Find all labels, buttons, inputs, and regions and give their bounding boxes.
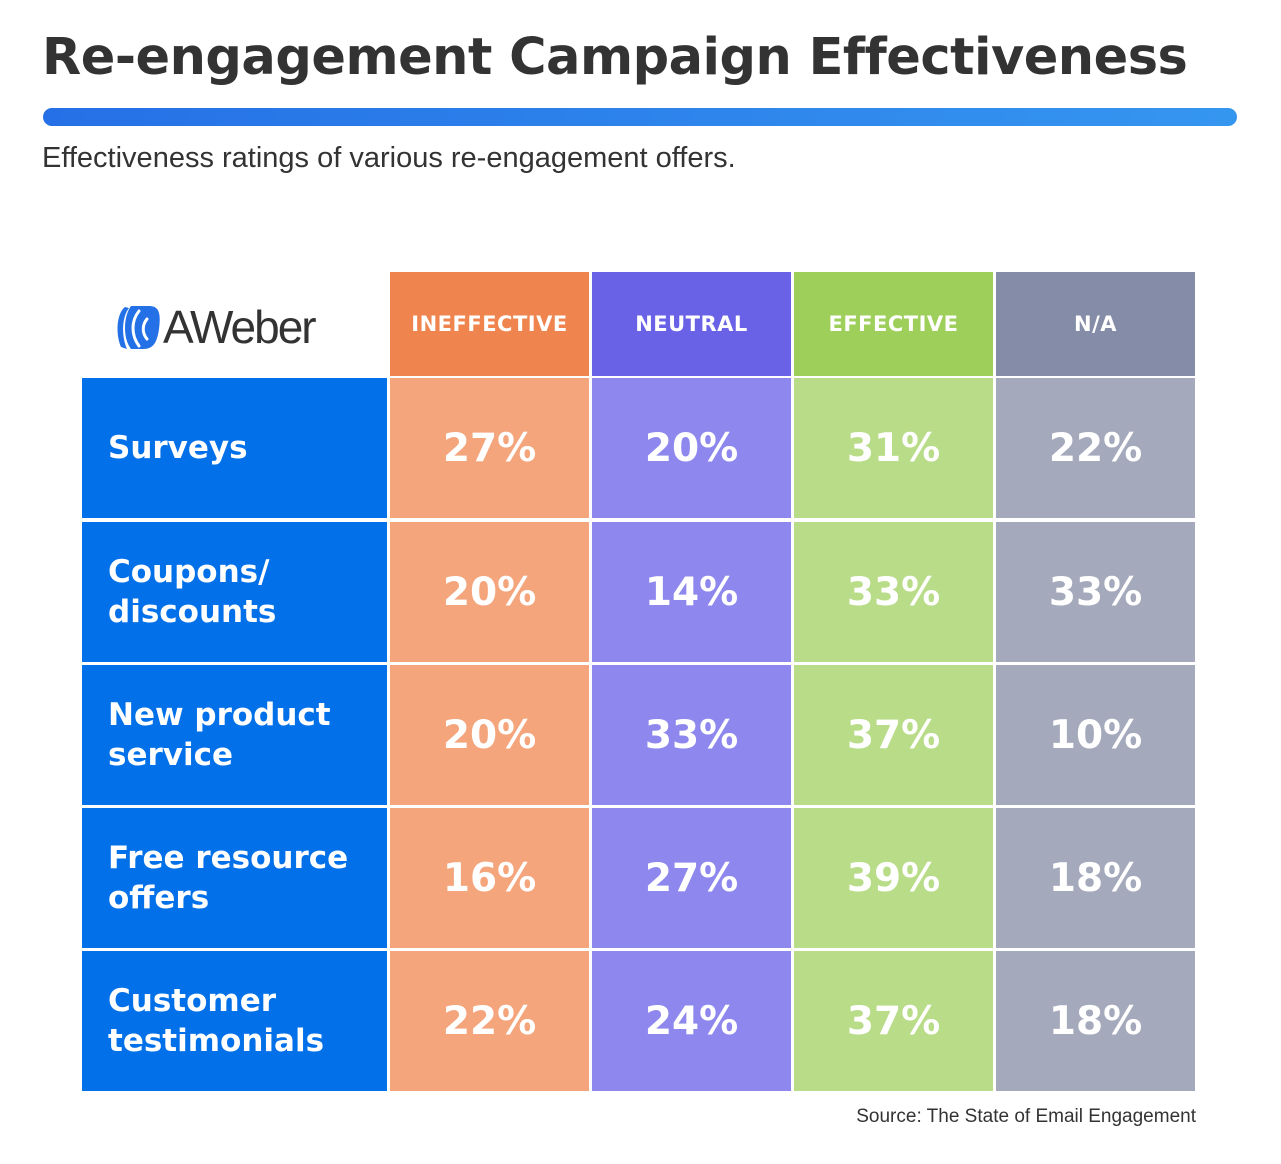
title-underline-bar: [43, 108, 1237, 126]
column-header-neutral: NEUTRAL: [592, 272, 791, 376]
value-cell-effective: 39%: [794, 808, 993, 948]
row-label-line: service: [108, 737, 233, 773]
row-label: Customer testimonials: [82, 951, 387, 1091]
row-label-line: testimonials: [108, 1023, 325, 1059]
aweber-wave-icon: [117, 306, 160, 349]
column-header-effective: EFFECTIVE: [794, 272, 993, 376]
row-label-text: Free resource offers: [108, 838, 348, 918]
source-note: Source: The State of Email Engagement: [856, 1106, 1196, 1127]
row-label-text: Surveys: [108, 428, 248, 468]
logo-text: AWeber: [163, 301, 317, 353]
row-label-text: Coupons/discounts: [108, 552, 276, 632]
value-cell-ineffective: 16%: [390, 808, 589, 948]
row-label: Free resource offers: [82, 808, 387, 948]
row-label-line: discounts: [108, 594, 277, 630]
value-cell-neutral: 14%: [592, 522, 791, 662]
value-cell-effective: 37%: [794, 951, 993, 1091]
value-cell-effective: 31%: [794, 378, 993, 518]
value-cell-na: 18%: [996, 951, 1195, 1091]
page-title: Re-engagement Campaign Effectiveness: [42, 28, 1188, 87]
value-cell-na: 18%: [996, 808, 1195, 948]
row-label-line: Customer: [108, 983, 277, 1019]
row-label-line: Coupons/: [108, 554, 270, 590]
row-label: New product service: [82, 665, 387, 805]
row-label-line: New product: [108, 697, 331, 733]
subtitle: Effectiveness ratings of various re-enga…: [42, 142, 736, 174]
value-cell-neutral: 33%: [592, 665, 791, 805]
value-cell-na: 10%: [996, 665, 1195, 805]
column-header-ineffective: INEFFECTIVE: [390, 272, 589, 376]
value-cell-na: 22%: [996, 378, 1195, 518]
value-cell-ineffective: 27%: [390, 378, 589, 518]
value-cell-ineffective: 22%: [390, 951, 589, 1091]
row-label-text: Customer testimonials: [108, 981, 324, 1061]
aweber-logo: AWeber: [115, 300, 317, 354]
value-cell-na: 33%: [996, 522, 1195, 662]
row-label: Surveys: [82, 378, 387, 518]
column-header-na: N/A: [996, 272, 1195, 376]
value-cell-effective: 37%: [794, 665, 993, 805]
row-label: Coupons/discounts: [82, 522, 387, 662]
row-label-line: Surveys: [108, 430, 248, 466]
value-cell-neutral: 20%: [592, 378, 791, 518]
row-label-text: New product service: [108, 695, 331, 775]
value-cell-neutral: 27%: [592, 808, 791, 948]
row-label-line: Free resource: [108, 840, 349, 876]
value-cell-ineffective: 20%: [390, 522, 589, 662]
value-cell-neutral: 24%: [592, 951, 791, 1091]
value-cell-effective: 33%: [794, 522, 993, 662]
value-cell-ineffective: 20%: [390, 665, 589, 805]
row-label-line: offers: [108, 880, 210, 916]
